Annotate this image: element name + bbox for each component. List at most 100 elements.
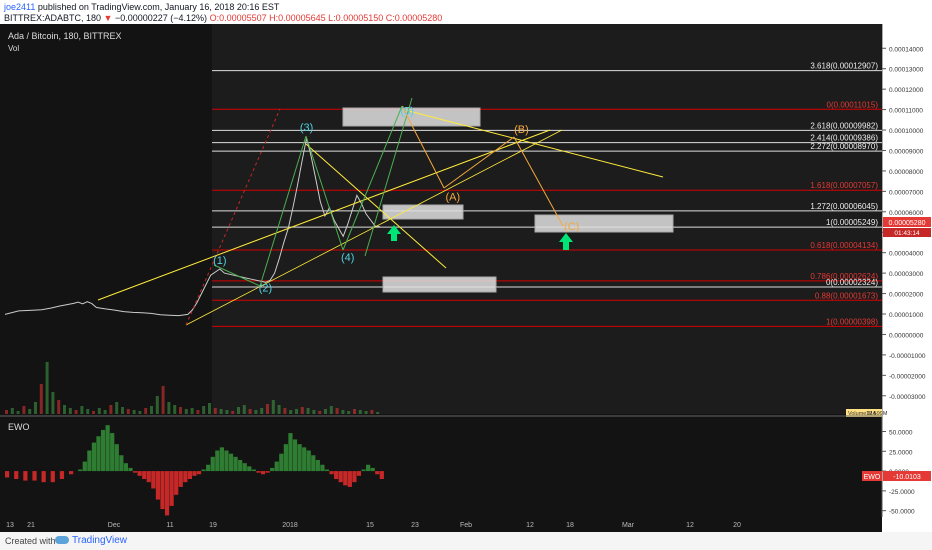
ewo-bar: [334, 471, 339, 479]
volume-bar: [97, 408, 101, 414]
symbol-line: BITTREX:ADABTC, 180 ▼ −0.00000227 (−4.12…: [4, 13, 442, 23]
tradingview-logo[interactable]: TradingView: [55, 535, 127, 546]
ewo-bar: [23, 471, 28, 481]
volume-bar: [358, 410, 362, 414]
ewo-bar: [82, 461, 87, 472]
volume-bar: [161, 386, 165, 414]
ewo-bar: [119, 455, 124, 472]
target-boxes: [342, 107, 674, 293]
time-tick-label: 11: [166, 522, 173, 529]
volume-bar: [45, 362, 49, 414]
ewo-bar: [164, 471, 170, 516]
price-tick-label: 0.00007000: [889, 189, 924, 196]
arrows: [387, 225, 573, 250]
fib-level-label: 0.786(0.00002624): [810, 272, 878, 281]
ewo-bar: [178, 471, 183, 487]
chart-area[interactable]: Ada / Bitcoin, 180, BITTREX Vol 0.000140…: [0, 24, 932, 532]
fib-level-label: 1.618(0.00007057): [810, 181, 878, 190]
price-pane[interactable]: Ada / Bitcoin, 180, BITTREX Vol 0.000140…: [4, 24, 931, 417]
ewo-bar: [279, 453, 284, 472]
ewo-bar: [132, 471, 138, 473]
footer: Created with TradingView: [0, 532, 932, 550]
wave4-5-line: [342, 105, 403, 251]
ewo-bar: [114, 444, 119, 472]
price-tick-label: 0.00000000: [889, 332, 924, 339]
ewo-bar: [228, 453, 234, 472]
fib-level-label: 2.618(0.00009982): [810, 121, 878, 130]
price-tick-label: -0.00003000: [889, 394, 926, 401]
volume-bar: [300, 407, 304, 414]
volume-bar: [92, 411, 95, 414]
time-tick-label: 20: [733, 522, 741, 529]
ewo-bar: [302, 447, 307, 472]
fib-level-label: 1(0.00005249): [826, 218, 878, 227]
ewo-tick-label: 25.0000: [889, 449, 913, 456]
ewo-bar: [155, 471, 161, 500]
ewo-bar: [265, 471, 270, 473]
ewo-bar: [256, 471, 261, 473]
ewo-bar: [366, 464, 371, 472]
fib-level-label: 2.414(0.00009386): [810, 134, 878, 143]
ewo-bar: [41, 471, 46, 483]
down-arrow-icon: ▼: [103, 13, 113, 23]
volume-bar: [260, 408, 264, 414]
time-tick-label: 12: [686, 522, 694, 529]
wave3-downtrend-line: [305, 143, 447, 269]
volume-bar: [347, 411, 351, 414]
ewo-bar: [247, 466, 252, 472]
fib-level-label: 0.618(0.00004134): [810, 241, 878, 250]
ewo-bar: [311, 455, 316, 472]
ewo-pane[interactable]: EWO 50.000025.00000.0000-25.0000-50.0000…: [5, 422, 931, 516]
volume-bar: [126, 409, 130, 414]
ewo-bar: [174, 471, 179, 495]
price-tick-label: -0.00002000: [889, 373, 926, 380]
volume-bar: [364, 411, 368, 414]
ewo-bar: [283, 444, 288, 472]
created-with-text: Created with: [5, 536, 56, 546]
volume-bar: [231, 411, 235, 414]
wave-b-c-line: [513, 136, 564, 227]
ohlc-text: O:0.00005507 H:0.00005645 L:0.00005150 C…: [209, 13, 443, 23]
time-tick-label: 13: [6, 522, 14, 529]
volume-bar: [353, 409, 356, 414]
volume-bar: [74, 410, 78, 414]
volume-bar: [5, 410, 8, 414]
ewo-bar: [128, 467, 133, 472]
countdown-tag: [883, 228, 931, 237]
time-tick-label: 2018: [282, 522, 298, 529]
ewo-bar: [370, 467, 375, 472]
fib-level-label: 1.272(0.00006045): [810, 202, 878, 211]
volume-ma-value: 12.599M: [866, 411, 888, 417]
ewo-bar: [297, 444, 302, 472]
ewo-bar: [201, 469, 206, 472]
ewo-badge-label-bg: [862, 471, 882, 481]
time-tick-label: Mar: [622, 522, 635, 529]
volume-bar: [277, 405, 281, 414]
ewo-bar: [196, 471, 202, 475]
ewo-bar: [187, 471, 192, 479]
price-tick-label: 0.00012000: [889, 87, 924, 94]
price-tick-label: 0.00010000: [889, 128, 924, 135]
volume-bar: [248, 409, 252, 414]
volume-bar: [219, 409, 223, 414]
ewo-bar: [224, 450, 229, 472]
wave2-3-line: [259, 135, 307, 287]
price-tick-label: 0.00001000: [889, 312, 924, 319]
price-tick-label: 0.00013000: [889, 67, 924, 74]
volume-bar: [184, 409, 188, 414]
volume-bar: [225, 410, 229, 414]
price-pane-title: Ada / Bitcoin, 180, BITTREX: [8, 31, 122, 41]
publication-header: joe2411 published on TradingView.com, Ja…: [0, 0, 932, 24]
channel-upper-line: [97, 129, 551, 301]
ewo-bar: [100, 429, 106, 472]
ewo-bar: [110, 433, 115, 472]
ewo-bar: [215, 450, 220, 472]
drawing-lines: [97, 97, 664, 326]
ewo-bar: [379, 471, 384, 479]
ewo-bar: [96, 436, 101, 472]
ewo-bar: [233, 456, 238, 472]
channel-lower-line: [185, 129, 563, 326]
volume-bar: [237, 407, 240, 414]
author-link[interactable]: joe2411: [4, 2, 36, 12]
wave5-alt-line: [364, 97, 413, 257]
